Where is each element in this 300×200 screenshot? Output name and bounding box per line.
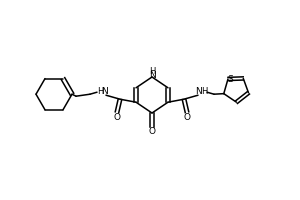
Text: N: N [148,72,155,80]
Text: H: H [97,87,103,96]
Text: O: O [148,128,155,136]
Text: O: O [113,113,121,122]
Text: S: S [227,75,233,84]
Text: H: H [201,87,207,96]
Text: O: O [184,113,190,122]
Text: H: H [149,67,155,76]
Text: N: N [102,87,108,96]
Text: N: N [196,87,202,96]
